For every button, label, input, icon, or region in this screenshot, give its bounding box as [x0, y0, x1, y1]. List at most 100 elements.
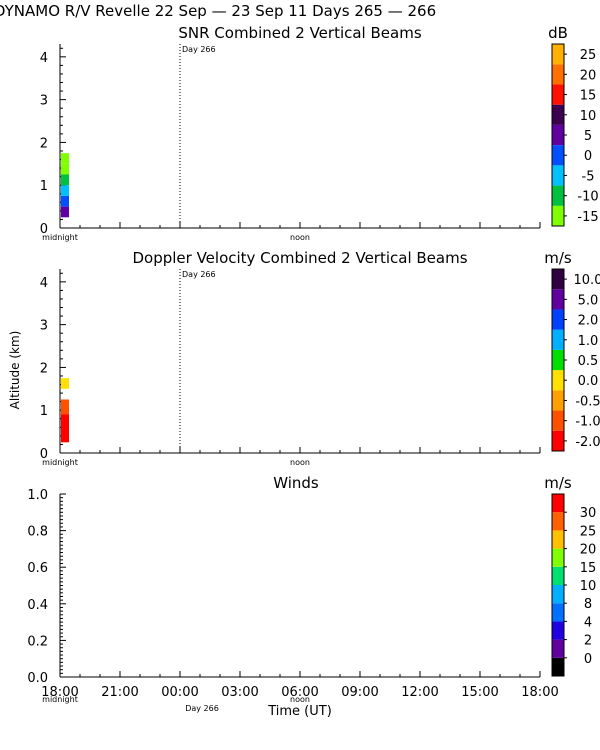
- doppler-title: Doppler Velocity Combined 2 Vertical Bea…: [132, 249, 467, 267]
- colorbar-swatch: [552, 566, 564, 585]
- colorbar-label: 8: [584, 597, 592, 612]
- colorbar-swatch: [552, 64, 564, 85]
- winds-panel: Winds m/s 0.00.20.40.60.81.018:00 21:00 00…: [27, 474, 596, 719]
- colorbar-label: 10: [580, 579, 597, 594]
- snr-title: SNR Combined 2 Vertical Beams: [178, 24, 421, 42]
- data-cell: [61, 414, 69, 443]
- winds-axes: 0.0 0.2 0.4 0.6 0.8 1.0 18:00 21:00 00:00 03:00 06…: [27, 488, 558, 700]
- colorbar-swatch: [552, 585, 564, 604]
- y-tick-label: 0.8: [27, 525, 48, 540]
- colorbar-label: -10: [577, 190, 598, 205]
- colorbar-swatch: [552, 289, 564, 310]
- colorbar-label: -5: [582, 169, 595, 184]
- colorbar-swatch: [552, 44, 564, 65]
- colorbar-label: 0.5: [578, 354, 599, 369]
- winds-unit: m/s: [544, 474, 572, 492]
- x-tick-label: 18:00: [521, 685, 558, 700]
- x-tick-label: 18:00: [41, 685, 78, 700]
- winds-title: Winds: [273, 474, 319, 492]
- colorbar-label: 30: [580, 506, 597, 521]
- doppler-axes: 0 1 2 3 4: [40, 269, 541, 462]
- colorbar-swatch: [552, 370, 564, 391]
- x-tick-label: 09:00: [341, 685, 378, 700]
- y-tick-label: 0: [40, 447, 48, 462]
- snr-data: [61, 153, 69, 218]
- colorbar-label: 1.0: [578, 334, 599, 349]
- data-cell: [61, 206, 69, 218]
- colorbar-swatch: [552, 329, 564, 350]
- x-tick-label: 00:00: [161, 685, 198, 700]
- y-tick-label: 3: [40, 94, 48, 109]
- data-cell: [61, 399, 69, 415]
- colorbar-label: -2.0: [575, 435, 600, 450]
- y-tick-label: 2: [40, 361, 48, 376]
- snr-midnight-label: midnight: [42, 233, 78, 242]
- doppler-data: [61, 378, 69, 443]
- x-tick-label: 21:00: [101, 685, 138, 700]
- doppler-panel: Doppler Velocity Combined 2 Vertical Bea…: [8, 249, 600, 467]
- colorbar-label: 10: [580, 109, 597, 124]
- x-tick-label: 03:00: [221, 685, 258, 700]
- x-tick-label: 06:00: [281, 685, 318, 700]
- colorbar-swatch: [552, 530, 564, 549]
- colorbar-swatch: [552, 512, 564, 531]
- snr-panel: SNR Combined 2 Vertical Beams dB 0 1 2 3 4 D…: [40, 24, 599, 242]
- snr-noon-label: noon: [290, 233, 310, 242]
- colorbar-swatch: [552, 145, 564, 166]
- winds-day-marker: Day 266: [185, 704, 219, 713]
- colorbar-swatch: [552, 269, 564, 290]
- data-cell: [61, 153, 69, 164]
- colorbar-swatch: [552, 621, 564, 640]
- y-tick-label: 4: [40, 51, 48, 66]
- colorbar-swatch: [552, 349, 564, 371]
- colorbar-swatch: [552, 205, 564, 226]
- snr-colorbar: -15 -10 -5 0 5 10 15 20 25: [551, 43, 599, 227]
- doppler-colorbar: -2.0 -1.0 -0.5 0.0 0.5 1.0 2.0 5.0 10.0: [551, 268, 600, 452]
- doppler-noon-label: noon: [290, 458, 310, 467]
- colorbar-swatch: [552, 494, 564, 513]
- colorbar-swatch: [552, 603, 564, 622]
- y-tick-label: 0.6: [27, 561, 48, 576]
- doppler-day-marker: Day 266: [182, 270, 216, 279]
- colorbar-label: 2.0: [578, 314, 599, 329]
- colorbar-label: 0.0: [578, 374, 599, 389]
- colorbar-swatch: [552, 548, 564, 567]
- colorbar-swatch: [552, 165, 564, 186]
- colorbar-swatch: [552, 309, 564, 330]
- doppler-unit: m/s: [544, 249, 572, 267]
- data-cell: [61, 163, 69, 175]
- data-cell: [61, 195, 69, 207]
- colorbar-label: 0: [584, 652, 592, 667]
- colorbar-label: 25: [580, 48, 597, 63]
- y-tick-label: 1.0: [27, 488, 48, 503]
- y-tick-label: 3: [40, 319, 48, 334]
- x-tick-label: 12:00: [401, 685, 438, 700]
- colorbar-label: -15: [577, 210, 598, 225]
- winds-colorbar: 0 2 4 8 10 15 20 25 30: [551, 493, 597, 677]
- data-cell: [61, 174, 69, 186]
- colorbar-label: 10.0: [574, 273, 600, 288]
- colorbar-label: 25: [580, 524, 597, 539]
- snr-day-marker: Day 266: [182, 45, 216, 54]
- x-tick-label: 15:00: [461, 685, 498, 700]
- snr-axes: 0 1 2 3 4: [40, 44, 541, 237]
- colorbar-label: 5: [584, 129, 592, 144]
- colorbar-swatch: [552, 430, 564, 451]
- colorbar-swatch: [552, 84, 564, 105]
- colorbar-label: 20: [580, 543, 597, 558]
- y-tick-label: 4: [40, 276, 48, 291]
- winds-midnight-label: midnight: [42, 695, 78, 704]
- colorbar-label: 0: [584, 149, 592, 164]
- colorbar-swatch: [552, 124, 564, 146]
- colorbar-swatch: [552, 410, 564, 431]
- colorbar-swatch: [552, 657, 564, 676]
- snr-unit: dB: [548, 24, 568, 42]
- y-tick-label: 1: [40, 404, 48, 419]
- colorbar-label: 2: [584, 634, 592, 649]
- doppler-ylabel: Altitude (km): [8, 331, 22, 410]
- colorbar-label: -1.0: [575, 415, 600, 430]
- y-tick-label: 0.4: [27, 598, 48, 613]
- data-cell: [61, 185, 69, 196]
- colorbar-label: -0.5: [575, 394, 600, 409]
